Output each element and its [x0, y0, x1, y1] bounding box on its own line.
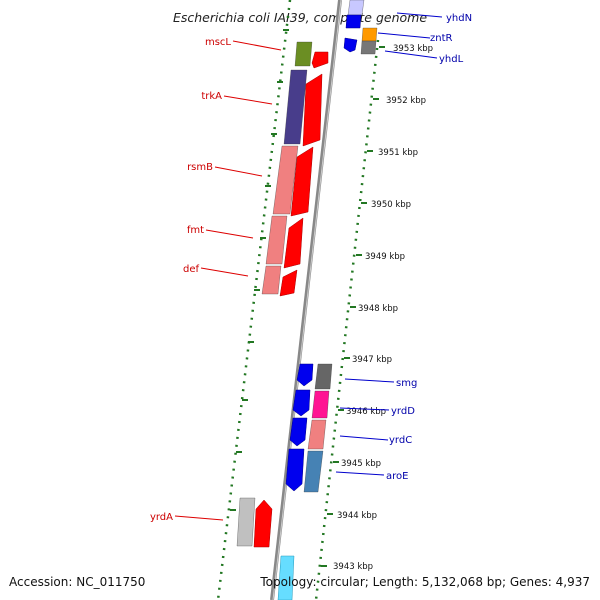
gene-box-yhdL [360, 40, 377, 55]
gene-label-yrdC: yrdC [389, 435, 412, 446]
gene-label-rsmB: rsmB [187, 162, 213, 173]
gene-label-yhdN: yhdN [446, 13, 472, 24]
leader-lines-right [335, 12, 443, 476]
scale-label: 3947 kbp [352, 355, 392, 365]
gene-label-fmt: fmt [187, 225, 204, 236]
cds-arrows-upper [279, 51, 329, 297]
gene-box-yrdD [311, 390, 330, 419]
genome-title: Escherichia coli IAI39, complete genome [172, 10, 428, 25]
right-gene-boxes [303, 0, 378, 493]
gene-box-def [261, 265, 282, 295]
scale-label: 3944 kbp [337, 511, 377, 521]
genome-summary: Topology: circular; Length: 5,132,068 bp… [260, 575, 590, 589]
scale-ticks [321, 46, 385, 567]
gene-box-rsmB [272, 145, 299, 215]
scale-label: 3953 kbp [393, 44, 433, 54]
scale-label: 3948 kbp [358, 304, 398, 314]
gene-label-def: def [183, 264, 200, 275]
gene-label-yrdA: yrdA [150, 512, 173, 523]
scale-label: 3946 kbp [346, 407, 386, 417]
cds-arrow-cyan [277, 555, 295, 600]
gene-label-zntR: zntR [430, 33, 453, 44]
accession-label: Accession: NC_011750 [9, 575, 146, 589]
gene-label-yhdL: yhdL [439, 54, 464, 65]
gene-box-smg [314, 363, 333, 390]
gene-box-yhdN [347, 0, 365, 16]
gene-box-zntR [361, 27, 378, 42]
scale-label: 3949 kbp [365, 252, 405, 262]
scale-label: 3952 kbp [386, 96, 426, 106]
gene-box-fmt [265, 215, 288, 265]
scale-label: 3951 kbp [378, 148, 418, 158]
inner-ticks [230, 29, 289, 511]
cds-arrows-blue [285, 14, 362, 492]
scale-label: 3943 kbp [333, 562, 373, 572]
leader-lines-left [174, 40, 282, 521]
gene-label-mscL: mscL [205, 37, 231, 48]
gene-label-yrdD: yrdD [391, 406, 415, 417]
gene-box-yrdC [307, 419, 327, 450]
gene-box-aroE [303, 450, 324, 493]
gene-box-trkA [283, 69, 308, 145]
gene-label-smg: smg [396, 378, 417, 389]
backbone-line [270, 0, 342, 600]
outer-ring-right [314, 39, 380, 600]
gene-box-yrdA [236, 497, 256, 547]
scale-label: 3950 kbp [371, 200, 411, 210]
cds-arrow-yrdA [253, 499, 273, 548]
left-gene-boxes [236, 41, 313, 547]
gene-box-mscL [294, 41, 313, 67]
scale-label: 3945 kbp [341, 459, 381, 469]
gene-label-trkA: trkA [201, 91, 222, 102]
gene-label-aroE: aroE [386, 471, 408, 482]
